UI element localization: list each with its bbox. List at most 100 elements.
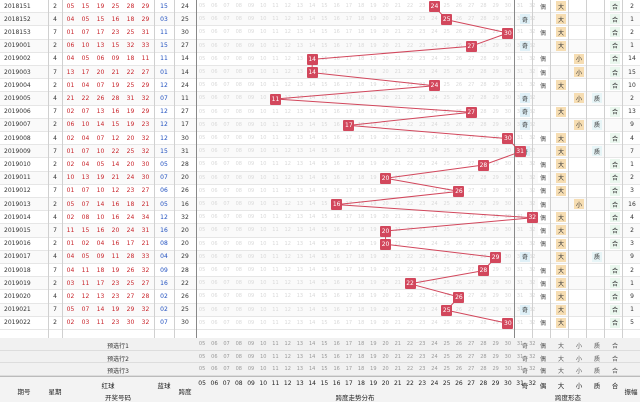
trend-cell[interactable]: 12 xyxy=(284,174,291,181)
trend-cell[interactable]: 20 xyxy=(382,187,389,194)
trend-cell[interactable]: 06 xyxy=(211,187,218,194)
trend-cell[interactable]: 27 xyxy=(467,82,475,89)
table-row[interactable]: 2019021 7 05 07 14 19 29 32 02 25 05 06 07 08 09 10 11 12… xyxy=(0,303,640,317)
trend-cell[interactable]: 31 xyxy=(516,319,524,326)
trend-cell[interactable]: 17 xyxy=(345,214,353,221)
trend-cell[interactable]: 28 xyxy=(480,306,487,313)
preview-pattern-cell[interactable]: 质 xyxy=(593,343,600,350)
trend-cell[interactable]: 28 xyxy=(480,187,487,194)
trend-cell[interactable]: 07 xyxy=(223,187,230,194)
preview-cell[interactable]: 14 xyxy=(308,366,316,373)
trend-cell[interactable]: 06 xyxy=(211,108,218,115)
trend-cell[interactable]: 06 xyxy=(211,253,218,260)
trend-cell[interactable]: 30 xyxy=(504,174,512,181)
trend-cell[interactable]: 05 xyxy=(198,240,206,247)
trend-cell[interactable]: 19 xyxy=(370,135,377,142)
trend-cell[interactable]: 11 xyxy=(272,267,279,274)
trend-cell[interactable]: 20 xyxy=(382,148,389,155)
trend-cell[interactable]: 10 xyxy=(260,187,267,194)
trend-cell[interactable]: 19 xyxy=(370,201,377,208)
trend-cell[interactable]: 10 xyxy=(260,253,267,260)
trend-cell[interactable]: 23 xyxy=(419,121,426,128)
table-row[interactable]: 2019014 4 02 08 10 16 24 34 12 32 05 06 07 08 09 10 11 12… xyxy=(0,211,640,225)
trend-cell[interactable]: 29 xyxy=(492,280,499,287)
trend-cell[interactable]: 25 xyxy=(443,161,450,168)
trend-cell[interactable]: 15 xyxy=(321,121,328,128)
trend-cell[interactable]: 10 xyxy=(260,16,267,23)
trend-cell[interactable]: 17 xyxy=(345,69,353,76)
trend-cell[interactable]: 10 xyxy=(260,240,267,247)
trend-cell[interactable]: 25 xyxy=(443,3,450,10)
preview-cell[interactable]: 24 xyxy=(431,353,438,360)
trend-cell[interactable]: 09 xyxy=(247,293,255,300)
trend-cell[interactable]: 09 xyxy=(247,267,255,274)
trend-cell[interactable]: 22 xyxy=(406,214,414,221)
trend-cell[interactable]: 07 xyxy=(223,267,230,274)
trend-cell[interactable]: 07 xyxy=(223,16,230,23)
trend-cell[interactable]: 10 xyxy=(260,306,267,313)
trend-cell[interactable]: 08 xyxy=(235,240,242,247)
preview-cell[interactable]: 28 xyxy=(480,353,487,360)
trend-cell[interactable]: 26 xyxy=(455,214,463,221)
trend-cell[interactable]: 27 xyxy=(467,135,475,142)
trend-cell[interactable]: 15 xyxy=(321,3,328,10)
trend-cell[interactable]: 05 xyxy=(198,214,206,221)
table-row[interactable]: 2019022 2 02 03 11 23 30 32 07 30 05 06 07 08 09 10 11 12… xyxy=(0,317,640,330)
preview-cell[interactable]: 10 xyxy=(260,366,267,373)
trend-cell[interactable]: 26 xyxy=(455,121,463,128)
trend-cell[interactable]: 19 xyxy=(370,187,377,194)
trend-cell[interactable]: 24 xyxy=(431,319,438,326)
trend-cell[interactable]: 11 xyxy=(272,42,279,49)
trend-cell[interactable]: 25 xyxy=(443,174,450,181)
preview-cell[interactable]: 22 xyxy=(406,353,414,360)
trend-cell[interactable]: 29 xyxy=(492,69,499,76)
trend-cell[interactable]: 11 xyxy=(272,82,279,89)
trend-cell[interactable]: 27 xyxy=(467,319,475,326)
trend-cell[interactable]: 15 xyxy=(321,69,328,76)
trend-cell[interactable]: 24 xyxy=(431,95,438,102)
trend-cell[interactable]: 23 xyxy=(419,280,426,287)
trend-cell[interactable]: 10 xyxy=(260,227,267,234)
trend-cell[interactable]: 11 xyxy=(272,214,279,221)
preview-cell[interactable]: 23 xyxy=(419,341,426,347)
trend-cell[interactable]: 27 xyxy=(467,161,475,168)
preview-pattern-cell[interactable]: 小 xyxy=(575,355,582,363)
trend-cell[interactable]: 29 xyxy=(492,148,499,155)
trend-cell[interactable]: 23 xyxy=(419,201,426,208)
trend-cell[interactable]: 18 xyxy=(357,253,365,260)
preview-cell[interactable]: 16 xyxy=(333,366,340,373)
preview-cell[interactable]: 31 xyxy=(516,366,524,373)
preview-cell[interactable]: 22 xyxy=(406,341,414,347)
trend-cell[interactable]: 08 xyxy=(235,42,242,49)
trend-cell[interactable]: 15 xyxy=(321,267,328,274)
trend-cell[interactable]: 08 xyxy=(235,201,242,208)
trend-cell[interactable]: 08 xyxy=(235,319,242,326)
trend-cell[interactable]: 25 xyxy=(443,293,450,300)
trend-cell[interactable]: 23 xyxy=(419,161,426,168)
table-row[interactable]: 2019002 4 04 05 06 09 18 11 11 14 05 06 07 08 09 10 11 12… xyxy=(0,53,640,66)
trend-cell[interactable]: 31 xyxy=(516,161,524,168)
trend-cell[interactable]: 12 xyxy=(284,253,291,260)
trend-cell[interactable]: 10 xyxy=(260,121,267,128)
trend-cell[interactable]: 30 xyxy=(504,82,512,89)
trend-cell[interactable]: 10 xyxy=(260,95,267,102)
trend-cell[interactable]: 12 xyxy=(284,319,291,326)
preview-cell[interactable]: 11 xyxy=(272,341,279,347)
trend-cell[interactable]: 24 xyxy=(431,280,438,287)
trend-cell[interactable]: 16 xyxy=(333,319,340,326)
trend-cell[interactable]: 23 xyxy=(419,82,426,89)
preview-cell[interactable]: 11 xyxy=(272,353,279,360)
trend-cell[interactable]: 28 xyxy=(480,29,487,36)
preview-cell[interactable]: 18 xyxy=(357,341,365,347)
trend-cell[interactable]: 20 xyxy=(382,42,389,49)
trend-cell[interactable]: 26 xyxy=(455,29,463,36)
trend-cell[interactable]: 25 xyxy=(443,108,450,115)
trend-cell[interactable]: 20 xyxy=(382,280,389,287)
trend-cell[interactable]: 27 xyxy=(467,3,475,10)
trend-cell[interactable]: 19 xyxy=(370,319,377,326)
table-row[interactable]: 2018153 7 01 07 17 23 25 31 11 30 05 06 07 08 09 10 11 12… xyxy=(0,26,640,40)
trend-cell[interactable]: 15 xyxy=(321,55,328,62)
trend-cell[interactable]: 06 xyxy=(211,16,218,23)
preview-cell[interactable]: 05 xyxy=(198,366,206,373)
trend-cell[interactable]: 30 xyxy=(504,293,512,300)
